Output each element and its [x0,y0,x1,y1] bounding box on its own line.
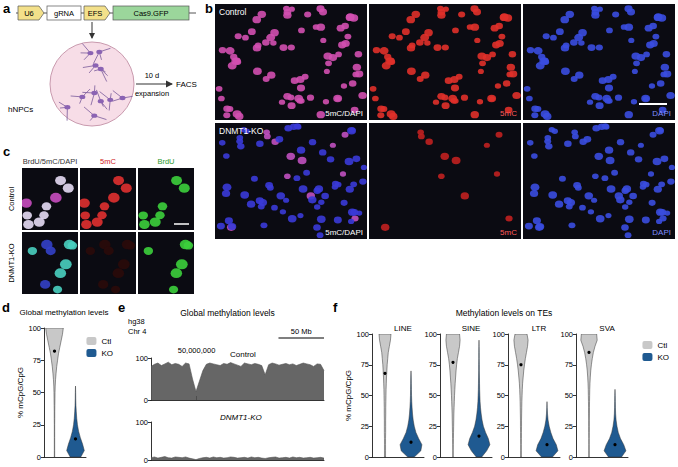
svg-text:0: 0 [501,453,505,462]
svg-text:50: 50 [33,388,41,397]
svg-text:LINE: LINE [394,324,412,333]
svg-text:% mCpG/CpG: % mCpG/CpG [16,367,25,418]
svg-text:Control: Control [230,350,256,359]
svg-text:SINE: SINE [462,324,481,333]
svg-text:75: 75 [565,360,573,369]
svg-text:BrdU: BrdU [157,157,174,166]
svg-text:Control: Control [7,187,16,212]
svg-text:b: b [205,1,213,16]
svg-text:0: 0 [365,453,369,462]
svg-text:5mC: 5mC [500,109,517,118]
svg-text:50: 50 [361,391,369,400]
svg-text:100: 100 [135,418,148,427]
svg-text:100: 100 [135,354,148,363]
svg-text:Control: Control [219,7,247,17]
svg-text:5mC: 5mC [500,228,517,237]
svg-text:75: 75 [33,356,41,365]
svg-text:Methylation levels on TEs: Methylation levels on TEs [456,308,553,318]
svg-text:25: 25 [497,422,505,431]
svg-text:EFS: EFS [88,9,103,18]
svg-text:expansion: expansion [135,89,169,98]
svg-text:25: 25 [33,420,41,429]
svg-text:0: 0 [37,453,41,462]
svg-text:10 d: 10 d [145,71,160,80]
svg-text:5mC: 5mC [100,157,116,166]
svg-text:DAPI: DAPI [652,228,671,237]
svg-text:75: 75 [497,360,505,369]
svg-text:100: 100 [28,324,41,333]
svg-text:5mC/DAPI: 5mC/DAPI [325,228,363,237]
svg-text:0: 0 [144,396,148,405]
svg-text:Ctl: Ctl [101,337,111,346]
svg-text:50 Mb: 50 Mb [291,327,312,336]
svg-text:hNPCs: hNPCs [8,105,33,114]
svg-text:a: a [3,1,11,16]
svg-text:Ctl: Ctl [657,341,667,350]
svg-text:100: 100 [424,330,437,339]
svg-text:100: 100 [356,330,369,339]
svg-text:hg38: hg38 [128,317,145,326]
svg-text:% mCpG/CpG: % mCpG/CpG [344,370,353,421]
svg-text:DAPI: DAPI [652,109,671,118]
svg-text:DNMT1-KO: DNMT1-KO [220,413,262,422]
svg-text:Global methylation levels: Global methylation levels [180,308,275,318]
svg-text:50: 50 [565,391,573,400]
svg-text:Cas9.GFP: Cas9.GFP [133,9,168,18]
svg-text:KO: KO [657,353,669,362]
svg-text:75: 75 [429,360,437,369]
svg-text:DNMT1-KO: DNMT1-KO [7,243,16,282]
svg-text:gRNA: gRNA [54,9,74,18]
svg-text:0: 0 [433,453,437,462]
svg-text:50: 50 [497,391,505,400]
svg-text:Global methylation levels: Global methylation levels [20,308,109,317]
svg-text:25: 25 [429,422,437,431]
svg-text:50,000,000: 50,000,000 [178,346,216,355]
svg-text:BrdU/5mC/DAPI: BrdU/5mC/DAPI [23,157,78,166]
svg-text:100: 100 [560,330,573,339]
svg-text:0: 0 [144,456,148,465]
svg-text:25: 25 [361,422,369,431]
svg-text:FACS: FACS [176,80,197,89]
svg-text:25: 25 [565,422,573,431]
svg-text:d: d [2,300,10,315]
svg-text:100: 100 [492,330,505,339]
svg-text:50: 50 [429,391,437,400]
svg-text:Chr 4: Chr 4 [128,327,146,336]
svg-text:f: f [333,300,338,315]
svg-text:0: 0 [569,453,573,462]
svg-text:e: e [118,300,125,315]
svg-text:KO: KO [101,349,113,358]
svg-text:5mC/DAPI: 5mC/DAPI [325,109,363,118]
svg-text:U6: U6 [24,9,34,18]
svg-text:DNMT1-KO: DNMT1-KO [219,126,264,136]
svg-text:75: 75 [361,360,369,369]
svg-text:c: c [3,144,10,159]
svg-text:LTR: LTR [532,324,547,333]
svg-text:SVA: SVA [599,324,615,333]
